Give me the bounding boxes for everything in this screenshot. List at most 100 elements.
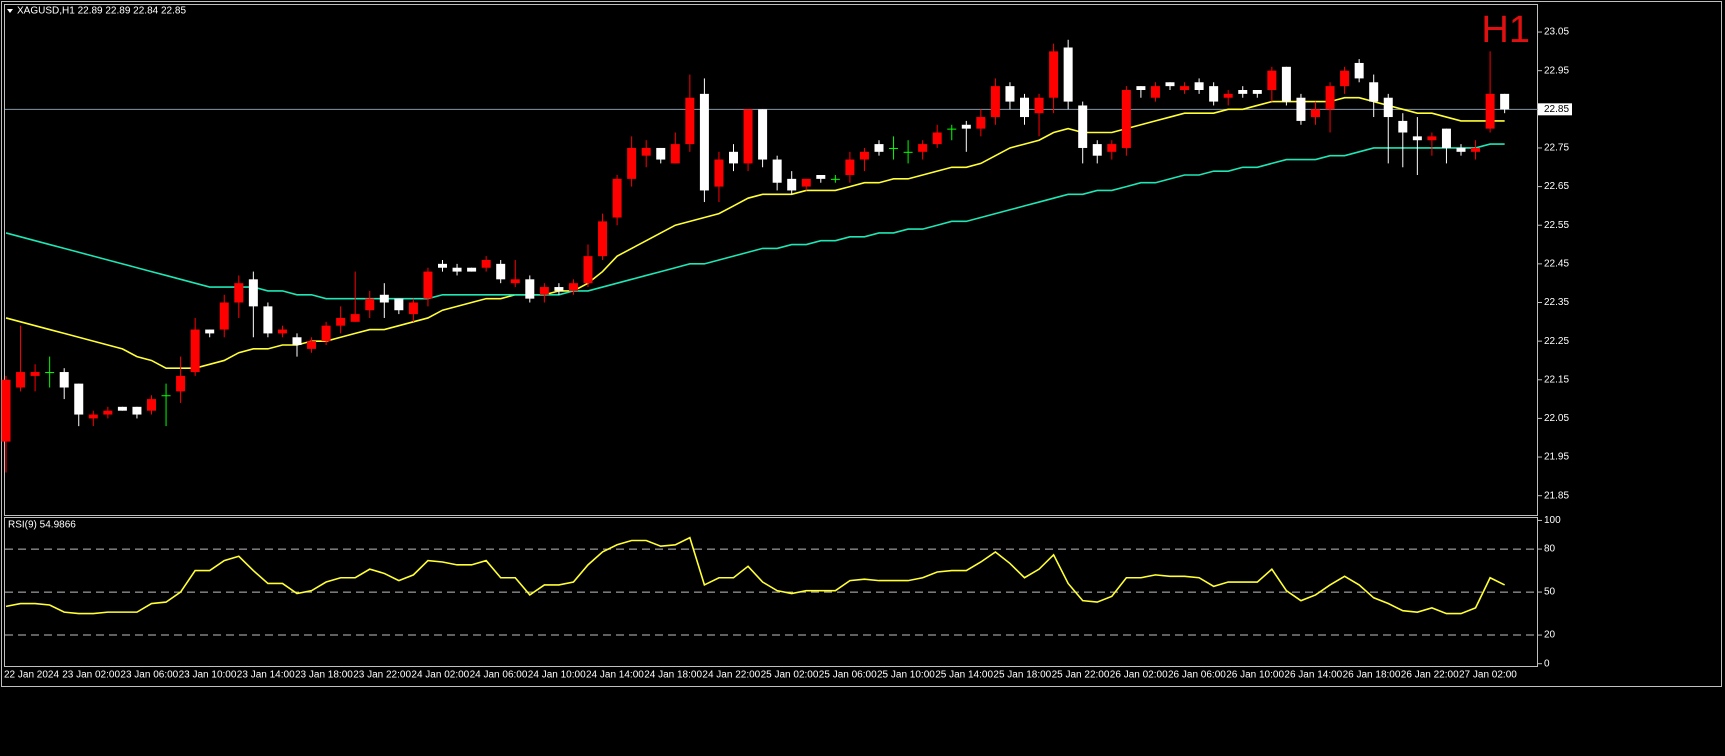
candle-body [903, 151, 913, 153]
candle-body [219, 302, 229, 330]
candle-body [292, 337, 302, 345]
candle-body [1238, 90, 1248, 94]
candle-body [947, 128, 957, 130]
candle-body [990, 86, 1000, 118]
candle-body [132, 406, 142, 415]
candle-body [627, 147, 637, 179]
price-panel-frame [4, 4, 1538, 516]
candle-body [161, 395, 171, 397]
candle-body [117, 406, 127, 411]
candle-body [554, 287, 564, 291]
y-tick-label: 22.15 [1544, 374, 1569, 385]
candle-body [394, 298, 404, 311]
candle-body [147, 399, 156, 411]
candle-body [1412, 136, 1422, 141]
candle-body [1, 379, 11, 442]
candle-body [190, 329, 200, 373]
y-tick-label: 22.75 [1544, 143, 1569, 154]
x-tick-label: 24 Jan 14:00 [586, 670, 644, 681]
y-tick-label: 50 [1544, 587, 1556, 598]
indicator-line [5, 536, 1506, 615]
candle-body [961, 124, 971, 129]
candle-body [1063, 47, 1073, 102]
candle-body [234, 283, 244, 303]
candle-body [74, 383, 84, 415]
y-tick-label: 22.25 [1544, 336, 1569, 347]
candle-body [787, 178, 797, 191]
candle-body [481, 260, 491, 268]
candle-body [685, 97, 695, 145]
y-tick-label: 20 [1544, 630, 1556, 641]
candle-body [263, 306, 273, 334]
candle-body [801, 178, 811, 187]
candle-body [889, 147, 899, 149]
x-tick-label: 25 Jan 06:00 [819, 670, 877, 681]
candle-body [1369, 82, 1379, 102]
candle-body [1296, 97, 1306, 121]
x-tick-label: 23 Jan 10:00 [179, 670, 237, 681]
candle-body [30, 372, 40, 376]
x-tick-label: 26 Jan 02:00 [1110, 670, 1168, 681]
candle-body [248, 279, 258, 307]
candle-body [874, 144, 884, 152]
y-tick-label: 80 [1544, 544, 1556, 555]
y-tick-label: 100 [1544, 515, 1561, 526]
symbol-menu-arrow[interactable] [7, 9, 13, 13]
candle-body [307, 341, 317, 349]
candle-body [772, 159, 782, 183]
y-tick-label: 21.85 [1544, 490, 1569, 501]
candle-body [1180, 86, 1190, 90]
candle-body [321, 325, 331, 342]
indicator-line [5, 96, 1505, 369]
window-frame [1, 1, 1722, 687]
candle-body [641, 147, 651, 156]
candle-body [1267, 70, 1277, 90]
candle-body [598, 221, 608, 257]
candle-body [830, 178, 840, 180]
candle-body [205, 329, 215, 334]
candle-body [1354, 62, 1364, 79]
x-tick-label: 26 Jan 18:00 [1343, 670, 1401, 681]
x-tick-label: 24 Jan 18:00 [644, 670, 702, 681]
candle-body [467, 267, 477, 272]
candle-body [656, 147, 666, 160]
x-tick-label: 25 Jan 02:00 [761, 670, 819, 681]
candle-body [1223, 93, 1233, 98]
candle-body [365, 298, 375, 311]
x-tick-label: 22 Jan 2024 [4, 670, 59, 681]
candle-body [1165, 82, 1175, 87]
candle-body [976, 117, 986, 129]
candle-body [438, 263, 447, 268]
x-tick-label: 24 Jan 10:00 [528, 670, 586, 681]
candle-body [1020, 97, 1029, 118]
x-tick-label: 24 Jan 02:00 [411, 670, 469, 681]
candle-body [336, 317, 346, 326]
candle-body [1441, 128, 1451, 148]
candle-body [1427, 136, 1437, 141]
candle-body [277, 329, 287, 334]
candle-body [423, 271, 433, 299]
candle-body [1209, 86, 1219, 102]
candle-body [670, 144, 680, 164]
candle-body [379, 294, 389, 303]
candle-body [1150, 86, 1160, 98]
candle-body [539, 287, 549, 295]
candle-body [1049, 51, 1059, 98]
candle-body [758, 109, 768, 160]
candle-body [1252, 90, 1262, 94]
x-tick-label: 24 Jan 22:00 [702, 670, 760, 681]
x-tick-label: 25 Jan 10:00 [877, 670, 935, 681]
candle-body [845, 159, 855, 175]
candle-body [816, 175, 826, 179]
x-tick-label: 26 Jan 06:00 [1168, 670, 1226, 681]
x-tick-label: 26 Jan 14:00 [1284, 670, 1342, 681]
candle-body [583, 256, 593, 284]
candle-body [918, 144, 928, 152]
y-tick-label: 22.95 [1544, 65, 1569, 76]
candle-body [932, 132, 942, 145]
x-tick-label: 23 Jan 06:00 [120, 670, 178, 681]
y-tick-label: 21.95 [1544, 452, 1569, 463]
rsi-panel-frame [4, 517, 1538, 667]
